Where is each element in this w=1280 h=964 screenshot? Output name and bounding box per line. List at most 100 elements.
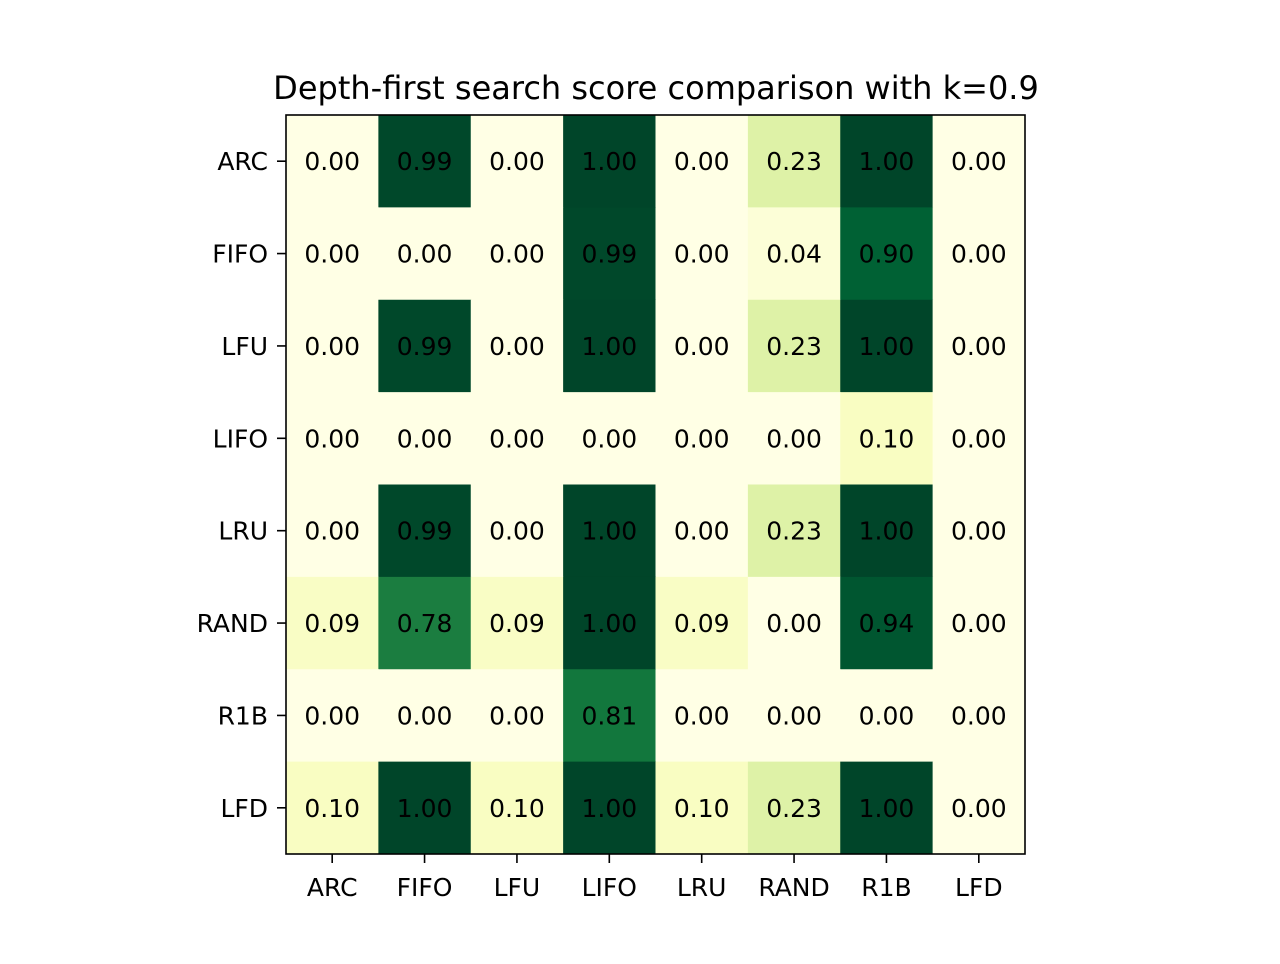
x-axis: ARC FIFO LFU LIFO LRU RAND R1B LFD: [307, 854, 1003, 902]
heatmap-cell-arc-r1b: [840, 115, 934, 208]
cell-value-label-arc-r1b: 1.00: [859, 147, 915, 176]
cell-value-label-fifo-lifo: 0.99: [581, 240, 637, 269]
cell-value-label-arc-lifo: 1.00: [581, 147, 637, 176]
heatmap-cell-lfd-lifo: [563, 761, 656, 855]
heatmap-cell-r1b-fifo: [378, 669, 472, 763]
x-tick-label-rand: RAND: [758, 873, 829, 902]
y-tick-label-lfu: LFU: [221, 332, 268, 361]
heatmap-cells: [286, 115, 1026, 855]
heatmap-cell-lifo-lfu: [470, 392, 564, 485]
heatmap-cell-lifo-arc: [286, 392, 379, 485]
y-tick-label-lru: LRU: [218, 517, 268, 546]
heatmap-cell-lifo-r1b: [840, 392, 934, 485]
cell-value-label-lifo-fifo: 0.00: [397, 424, 453, 453]
heatmap-cell-fifo-rand: [747, 207, 841, 301]
y-tick-label-lfd: LFD: [220, 794, 268, 823]
cell-value-label-lfu-lru: 0.00: [674, 332, 730, 361]
cell-value-label-lfd-lifo: 1.00: [581, 794, 637, 823]
cell-value-label-r1b-r1b: 0.00: [859, 701, 915, 730]
heatmap-cell-arc-rand: [747, 115, 841, 208]
heatmap-cell-arc-lfd: [932, 115, 1026, 208]
heatmap-cell-lfd-fifo: [378, 761, 472, 855]
heatmap-cell-fifo-lfu: [470, 207, 564, 301]
y-tick-label-lifo: LIFO: [213, 424, 268, 453]
cell-value-label-lfu-lfu: 0.00: [489, 332, 545, 361]
heatmap-cell-arc-lru: [655, 115, 749, 208]
cell-value-label-r1b-rand: 0.00: [766, 701, 822, 730]
cell-value-label-lifo-lifo: 0.00: [581, 424, 637, 453]
heatmap-cell-r1b-lfu: [470, 669, 564, 763]
cell-value-label-lifo-lfu: 0.00: [489, 424, 545, 453]
heatmap-cell-fifo-lfd: [932, 207, 1026, 301]
cell-value-label-rand-lru: 0.09: [674, 609, 730, 638]
cell-value-label-lfd-lfd: 0.00: [951, 794, 1007, 823]
heatmap-cell-lru-lifo: [563, 484, 656, 578]
cell-value-label-lifo-arc: 0.00: [304, 424, 360, 453]
heatmap-cell-r1b-arc: [286, 669, 379, 763]
heatmap-cell-lfd-lfu: [470, 761, 564, 855]
heatmap-cell-r1b-lru: [655, 669, 749, 763]
heatmap-cell-r1b-rand: [747, 669, 841, 763]
cell-value-label-arc-lfd: 0.00: [951, 147, 1007, 176]
cell-value-label-arc-rand: 0.23: [766, 147, 822, 176]
heatmap-cell-lfd-r1b: [840, 761, 934, 855]
heatmap-cell-labels: 0.00 0.99 0.00 1.00 0.00 0.23 1.00 0.00 0.00 0.00…: [304, 147, 1006, 823]
heatmap-cell-lfu-r1b: [840, 299, 934, 393]
cell-value-label-lru-lru: 0.00: [674, 517, 730, 546]
cell-value-label-fifo-lfd: 0.00: [951, 240, 1007, 269]
cell-value-label-r1b-lifo: 0.81: [581, 701, 637, 730]
cell-value-label-lru-arc: 0.00: [304, 517, 360, 546]
heatmap-cell-rand-arc: [286, 576, 379, 670]
heatmap-cell-lfd-rand: [747, 761, 841, 855]
heatmap-cell-lifo-lifo: [563, 392, 656, 485]
heatmap-cell-lfu-lfd: [932, 299, 1026, 393]
cell-value-label-rand-r1b: 0.94: [859, 609, 915, 638]
cell-value-label-lfu-fifo: 0.99: [397, 332, 453, 361]
heatmap-cell-lfu-lfu: [470, 299, 564, 393]
cell-value-label-rand-lfd: 0.00: [951, 609, 1007, 638]
heatmap-cell-lru-rand: [747, 484, 841, 578]
cell-value-label-lfu-lifo: 1.00: [581, 332, 637, 361]
cell-value-label-fifo-fifo: 0.00: [397, 240, 453, 269]
cell-value-label-lfd-arc: 0.10: [304, 794, 360, 823]
heatmap-cell-lfu-rand: [747, 299, 841, 393]
y-tick-label-fifo: FIFO: [212, 240, 268, 269]
heatmap-cell-lru-arc: [286, 484, 379, 578]
cell-value-label-lfd-fifo: 1.00: [397, 794, 453, 823]
cell-value-label-lru-lfu: 0.00: [489, 517, 545, 546]
heatmap-cell-lfd-arc: [286, 761, 379, 855]
cell-value-label-rand-fifo: 0.78: [397, 609, 453, 638]
heatmap-cell-rand-fifo: [378, 576, 472, 670]
heatmap-cell-fifo-arc: [286, 207, 379, 301]
heatmap-cell-lfu-lru: [655, 299, 749, 393]
x-tick-label-arc: ARC: [307, 873, 358, 902]
heatmap-cell-lifo-lru: [655, 392, 749, 485]
chart-title: Depth-first search score comparison with…: [273, 69, 1039, 107]
x-tick-label-lru: LRU: [677, 873, 727, 902]
heatmap-cell-fifo-r1b: [840, 207, 934, 301]
heatmap-cell-rand-lifo: [563, 576, 656, 670]
cell-value-label-r1b-lru: 0.00: [674, 701, 730, 730]
x-tick-label-lfd: LFD: [955, 873, 1003, 902]
heatmap-cell-arc-lfu: [470, 115, 564, 208]
heatmap-cell-lifo-rand: [747, 392, 841, 485]
heatmap-cell-r1b-lfd: [932, 669, 1026, 763]
heatmap-cell-lfd-lru: [655, 761, 749, 855]
heatmap-cell-rand-lfd: [932, 576, 1026, 670]
cell-value-label-lru-lfd: 0.00: [951, 517, 1007, 546]
heatmap-cell-arc-fifo: [378, 115, 472, 208]
cell-value-label-lfu-arc: 0.00: [304, 332, 360, 361]
cell-value-label-lru-rand: 0.23: [766, 517, 822, 546]
x-tick-label-fifo: FIFO: [397, 873, 453, 902]
cell-value-label-rand-lifo: 1.00: [581, 609, 637, 638]
cell-value-label-fifo-r1b: 0.90: [859, 240, 915, 269]
plot-frame: [285, 114, 1026, 855]
x-tick-label-r1b: R1B: [861, 873, 911, 902]
cell-value-label-lfu-rand: 0.23: [766, 332, 822, 361]
heatmap-cell-arc-arc: [286, 115, 379, 208]
cell-value-label-lifo-lru: 0.00: [674, 424, 730, 453]
cell-value-label-r1b-lfd: 0.00: [951, 701, 1007, 730]
x-tick-label-lifo: LIFO: [582, 873, 637, 902]
